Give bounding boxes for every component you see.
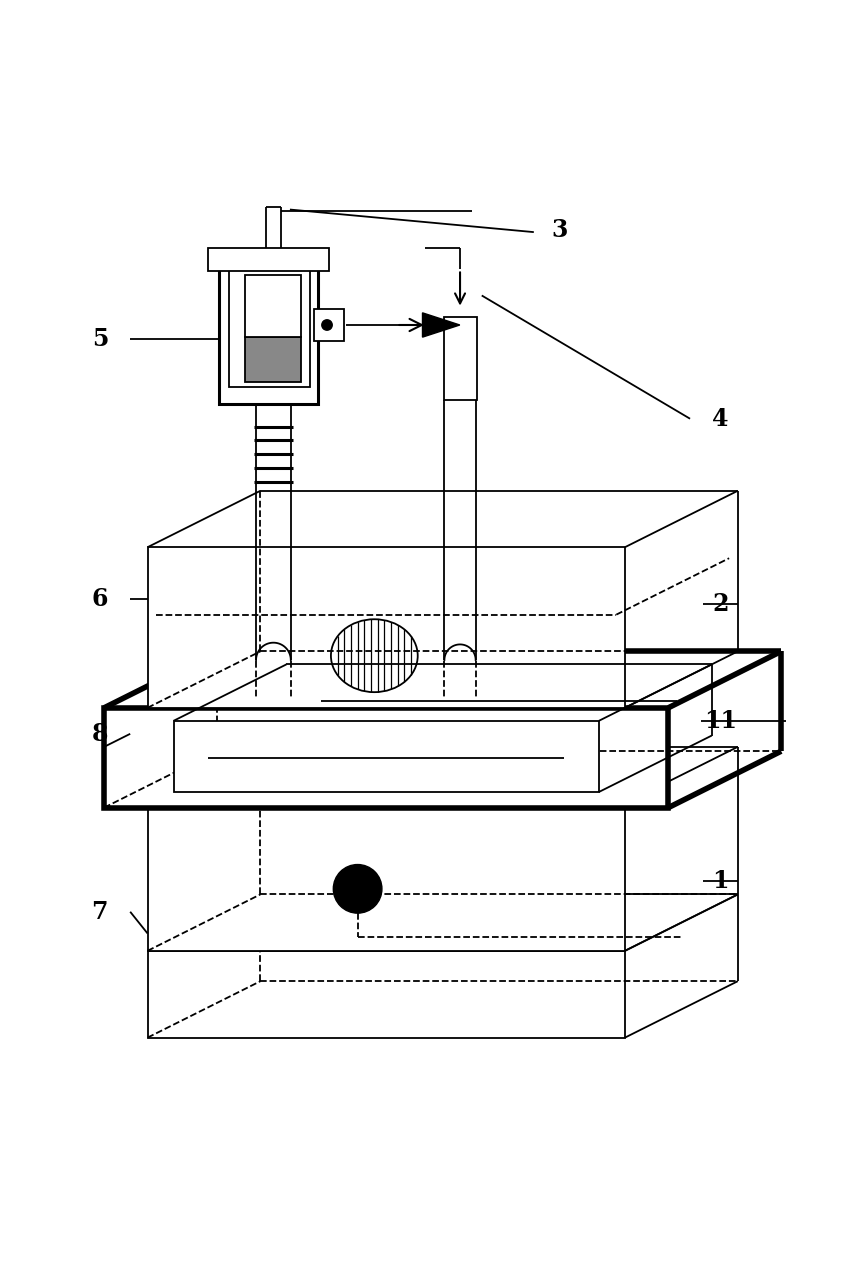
Bar bbox=[148, 951, 625, 1037]
Bar bbox=[245, 337, 301, 382]
Bar bbox=[148, 803, 625, 951]
Bar bbox=[148, 548, 625, 708]
Bar bbox=[229, 268, 310, 387]
Text: 7: 7 bbox=[91, 900, 108, 924]
Circle shape bbox=[322, 320, 332, 330]
Text: 6: 6 bbox=[91, 587, 108, 611]
Text: 4: 4 bbox=[712, 407, 729, 431]
Bar bbox=[174, 720, 599, 792]
Text: 8: 8 bbox=[91, 721, 108, 746]
Bar bbox=[245, 275, 301, 337]
Text: 11: 11 bbox=[704, 709, 737, 733]
Bar bbox=[444, 317, 477, 399]
Circle shape bbox=[333, 865, 382, 913]
Bar bbox=[219, 252, 319, 404]
Bar bbox=[314, 308, 345, 341]
Polygon shape bbox=[423, 313, 460, 337]
Text: 2: 2 bbox=[712, 592, 729, 616]
Text: 5: 5 bbox=[92, 327, 108, 351]
Text: 3: 3 bbox=[552, 218, 568, 242]
Bar bbox=[208, 247, 329, 271]
Text: 1: 1 bbox=[712, 870, 729, 894]
Bar bbox=[104, 708, 668, 808]
